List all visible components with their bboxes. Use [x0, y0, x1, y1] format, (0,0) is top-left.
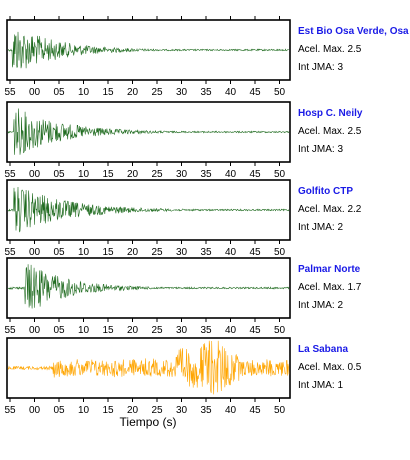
x-tick-label: 15 [102, 405, 114, 416]
x-tick-label: 00 [29, 247, 41, 258]
x-tick-label: 00 [29, 405, 41, 416]
x-tick-label: 35 [200, 169, 212, 180]
x-tick-label: 15 [102, 87, 114, 98]
acel-max-label: Acel. Max. 2.5 [298, 44, 362, 55]
station-name: La Sabana [298, 344, 348, 355]
x-tick-label: 05 [53, 87, 65, 98]
x-tick-label: 30 [176, 405, 188, 416]
x-tick-label: 45 [249, 87, 261, 98]
x-tick-label: 45 [249, 169, 261, 180]
x-tick-label: 20 [127, 325, 139, 336]
station-name: Est Bio Osa Verde, Osa [298, 26, 409, 37]
x-tick-label: 50 [274, 87, 286, 98]
x-tick-label: 50 [274, 169, 286, 180]
x-tick-label: 30 [176, 247, 188, 258]
waveform-trace [7, 186, 290, 233]
panel-frame [6, 257, 291, 319]
x-tick-label: 45 [249, 325, 261, 336]
x-tick-label: 25 [151, 87, 163, 98]
x-tick-label: 15 [102, 169, 114, 180]
x-tick-label: 35 [200, 87, 212, 98]
station-panel: 55 00 05 10 15 20 25 30 35 40 45 50 Golfito CTP Acel.… [4, 179, 362, 258]
panel-frame [6, 179, 291, 241]
x-tick-label: 25 [151, 325, 163, 336]
panel-frame [6, 19, 291, 81]
waveform-trace [7, 108, 290, 155]
acel-max-label: Acel. Max. 2.2 [298, 204, 362, 215]
x-tick-label: 00 [29, 87, 41, 98]
x-tick-label: 05 [53, 169, 65, 180]
x-tick-label: 55 [4, 325, 16, 336]
x-tick-label: 20 [127, 247, 139, 258]
x-tick-label: 40 [225, 405, 237, 416]
station-name: Palmar Norte [298, 264, 361, 275]
x-tick-label: 35 [200, 247, 212, 258]
x-tick-label: 25 [151, 405, 163, 416]
x-tick-label: 35 [200, 325, 212, 336]
station-panel: 55 00 05 10 15 20 25 30 35 40 45 50 Palmar Norte Acel… [4, 257, 362, 336]
x-tick-label: 35 [200, 405, 212, 416]
x-axis-title: Tiempo (s) [120, 415, 177, 429]
x-tick-label: 05 [53, 325, 65, 336]
station-name: Golfito CTP [298, 186, 353, 197]
x-tick-label: 50 [274, 405, 286, 416]
x-tick-label: 20 [127, 405, 139, 416]
x-tick-label: 10 [78, 405, 90, 416]
x-tick-label: 45 [249, 247, 261, 258]
station-panel: 55 00 05 10 15 20 25 30 35 40 45 50 Est Bio Osa Verd… [4, 16, 409, 98]
x-tick-label: 05 [53, 247, 65, 258]
acel-max-label: Acel. Max. 0.5 [298, 362, 362, 373]
station-name: Hosp C. Neily [298, 108, 363, 119]
acel-max-label: Acel. Max. 1.7 [298, 282, 362, 293]
station-panel: 55 00 05 10 15 20 25 30 35 40 45 50 Hosp C. Neily Ace… [4, 101, 363, 180]
x-tick-label: 55 [4, 87, 16, 98]
waveform-trace [7, 31, 289, 69]
x-tick-label: 10 [78, 87, 90, 98]
acel-max-label: Acel. Max. 2.5 [298, 126, 362, 137]
x-tick-label: 40 [225, 87, 237, 98]
x-tick-label: 15 [102, 247, 114, 258]
x-tick-label: 10 [78, 325, 90, 336]
waveform-trace [7, 264, 290, 309]
x-tick-label: 20 [127, 169, 139, 180]
x-tick-label: 05 [53, 405, 65, 416]
panel-frame [6, 101, 291, 163]
int-jma-label: Int JMA: 2 [298, 300, 343, 311]
int-jma-label: Int JMA: 2 [298, 222, 343, 233]
panels-group: 55 00 05 10 15 20 25 30 35 40 45 50 Est Bio Osa Verd… [4, 16, 409, 416]
x-tick-label: 25 [151, 247, 163, 258]
x-tick-label: 30 [176, 169, 188, 180]
waveform-trace [7, 340, 290, 395]
x-tick-label: 50 [274, 247, 286, 258]
x-tick-label: 40 [225, 325, 237, 336]
x-tick-label: 55 [4, 247, 16, 258]
x-tick-label: 40 [225, 247, 237, 258]
int-jma-label: Int JMA: 3 [298, 62, 343, 73]
int-jma-label: Int JMA: 1 [298, 380, 343, 391]
x-tick-label: 10 [78, 247, 90, 258]
x-tick-label: 55 [4, 405, 16, 416]
x-tick-label: 15 [102, 325, 114, 336]
x-tick-label: 45 [249, 405, 261, 416]
x-tick-label: 00 [29, 325, 41, 336]
int-jma-label: Int JMA: 3 [298, 144, 343, 155]
x-tick-label: 30 [176, 325, 188, 336]
panel-frame [6, 337, 291, 399]
x-tick-label: 50 [274, 325, 286, 336]
x-tick-label: 40 [225, 169, 237, 180]
x-tick-label: 10 [78, 169, 90, 180]
station-panel: 55 00 05 10 15 20 25 30 35 40 45 50 La Sabana Acel. M… [4, 337, 362, 416]
x-tick-label: 00 [29, 169, 41, 180]
x-tick-label: 25 [151, 169, 163, 180]
x-tick-label: 20 [127, 87, 139, 98]
x-tick-label: 55 [4, 169, 16, 180]
x-tick-label: 30 [176, 87, 188, 98]
